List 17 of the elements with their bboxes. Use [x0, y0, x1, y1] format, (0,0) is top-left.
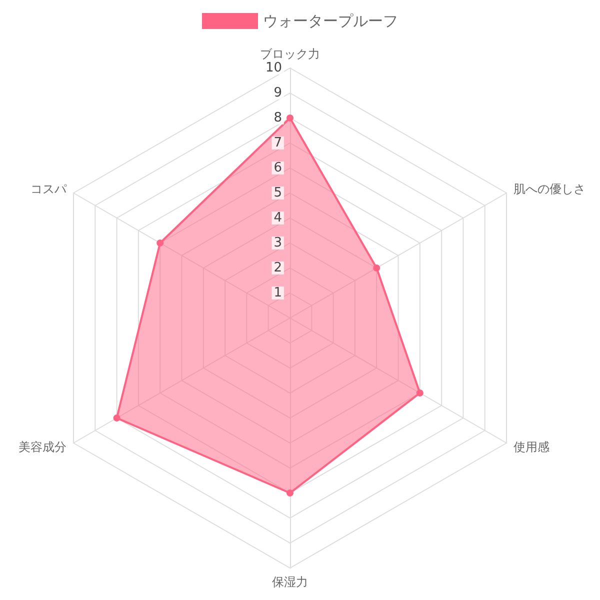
legend-label: ウォータープルーフ	[263, 12, 398, 30]
y-tick-label: 5	[274, 186, 282, 200]
spoke-label: コスパ	[30, 182, 68, 196]
y-tick-label: 1	[274, 286, 282, 300]
y-tick-label: 9	[274, 86, 282, 100]
y-tick-label: 10	[265, 60, 282, 76]
y-tick-label: 7	[274, 136, 282, 150]
spoke-label: ブロック力	[260, 47, 320, 61]
y-tick-label: 6	[274, 160, 282, 176]
y-tick-label: 2	[274, 260, 282, 276]
spoke-label: 肌への優しさ	[513, 182, 586, 196]
y-tick-label: 8	[274, 110, 282, 126]
y-tick-label: 3	[274, 236, 282, 250]
spoke-label: 使用感	[513, 440, 550, 454]
spoke-label: 美容成分	[18, 440, 67, 454]
spoke-label: 保湿力	[272, 575, 308, 589]
y-tick-label: 4	[274, 210, 282, 226]
